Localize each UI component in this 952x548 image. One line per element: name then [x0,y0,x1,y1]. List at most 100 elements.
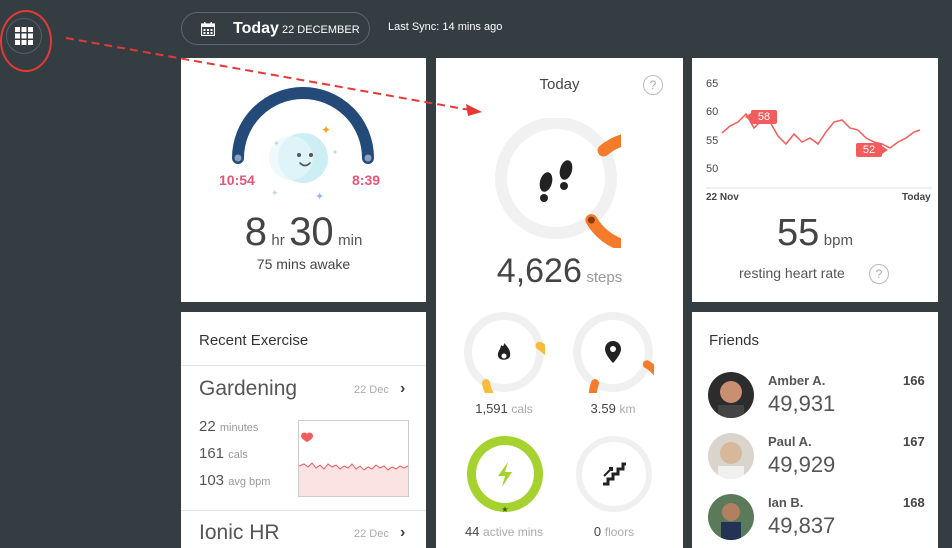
floors-unit: floors [604,525,635,539]
steps-summary: 4,626 steps [436,252,683,291]
heart-icon [301,432,313,442]
friend-row[interactable]: Paul A. 49,929 167 [692,431,938,487]
friend-steps: 49,837 [768,513,836,538]
friend-name: Amber A. [768,373,826,388]
svg-text:✦: ✦ [315,190,324,202]
exercise-title: Recent Exercise [199,332,309,349]
lightning-icon [498,462,512,487]
hr-marker-low [856,143,888,157]
sleep-minutes-unit: min [338,232,363,249]
friend-rank: 167 [903,434,925,449]
steps-value: 4,626 [496,252,582,290]
awake-text: 75 mins awake [256,256,351,272]
hr-x-end: Today [902,192,931,203]
distance-ring[interactable] [572,311,654,393]
hr-marker-high-label: 58 [757,111,771,123]
friend-steps: 49,929 [768,452,836,477]
sleep-card[interactable]: ✦ ✦ ✦ ✦ 10:54 8:39 8 hr 30 min 75 mins a… [181,58,426,302]
exercise-heart-rate-graph [298,420,409,497]
sleep-duration: 8 hr 30 min [181,210,426,255]
distance-value: 3.59 [590,401,616,416]
friend-row[interactable]: Ian B. 49,837 168 [692,492,938,548]
moon-icon: ✦ ✦ ✦ ✦ [269,123,337,202]
calories-ring[interactable] [463,311,545,393]
svg-text:★: ★ [501,505,508,514]
flame-icon [497,343,511,360]
sleep-minutes: 30 [289,210,334,254]
chevron-right-icon[interactable]: › [400,380,406,397]
active-minutes-value: 44 [464,524,480,539]
grid-icon [15,27,33,45]
chevron-right-icon[interactable]: › [400,524,406,541]
exercise-calories-value: 161 [199,445,225,462]
date-selector[interactable]: Today 22 DECEMBER [181,12,370,45]
exercise-bpm-value: 103 [199,472,225,489]
sleep-hours: 8 [244,210,267,254]
exercise-date: 22 Dec [354,528,389,540]
active-minutes-ring[interactable]: ★ [463,432,547,516]
sleep-end-time: 8:39 [352,172,381,188]
exercise-bpm-unit: avg bpm [228,476,271,488]
active-minutes-unit: active mins [483,525,544,539]
floors-ring[interactable] [574,434,654,514]
hr-y-tick-65: 65 [706,78,719,90]
friend-rank: 168 [903,495,925,510]
hr-x-start: 22 Nov [706,192,739,203]
hr-summary: 55 bpm [692,212,938,255]
exercise-item[interactable]: Ionic HR 22 Dec › [181,511,426,548]
svg-text:✦: ✦ [273,139,280,148]
date-sub-label: 22 DECEMBER [282,24,360,36]
svg-text:✦: ✦ [271,189,279,199]
friends-card[interactable]: Friends Amber A. 49,931 166 Paul A. 49,9… [692,312,938,548]
friend-name: Ian B. [768,495,804,510]
calendar-icon [201,22,215,36]
hr-marker-high [745,110,777,124]
footprints-icon [539,160,573,202]
sleep-start-time: 10:54 [219,172,255,188]
calories-unit: cals [511,402,533,416]
highlight-circle [0,10,52,72]
hr-value: 55 [777,212,820,254]
divider [181,510,426,511]
exercise-calories: 161 cals [199,445,248,462]
friends-title: Friends [709,332,760,349]
distance-label: 3.59 km [553,401,673,416]
activity-card[interactable]: Today ? 4,626 steps 1,591 cals [436,58,683,548]
exercise-date: 22 Dec [354,384,389,396]
exercise-minutes: 22 minutes [199,418,258,435]
date-label: Today [233,20,279,37]
recent-exercise-card[interactable]: Recent Exercise Gardening 22 Dec › 22 mi… [181,312,426,548]
app-grid-button[interactable] [6,18,42,54]
friend-row[interactable]: Amber A. 49,931 166 [692,370,938,426]
calories-label: 1,591 cals [444,401,564,416]
exercise-minutes-unit: minutes [219,422,259,434]
calories-value: 1,591 [475,401,508,416]
hr-marker-low-label: 52 [862,144,876,156]
avatar [708,494,754,540]
avatar [708,433,754,479]
stairs-icon [603,462,626,486]
steps-unit: steps [586,269,623,286]
avatar [708,372,754,418]
floors-label: 0 floors [554,524,674,539]
distance-unit: km [619,402,636,416]
active-minutes-label: 44 active mins [444,524,564,539]
activity-title: Today [539,76,580,93]
floors-value: 0 [593,524,602,539]
friend-rank: 166 [903,373,925,388]
friend-steps: 49,931 [768,391,836,416]
friend-name: Paul A. [768,434,812,449]
heart-rate-card[interactable]: 65 60 55 50 58 52 22 Nov Today 55 bpm re… [692,58,938,302]
divider [181,365,426,366]
hr-y-tick-50: 50 [706,163,719,175]
hr-help-icon[interactable]: ? [869,264,889,284]
exercise-item[interactable]: Gardening 22 Dec › 22 minutes 161 cals 1… [181,366,426,510]
hr-y-tick-55: 55 [706,135,719,147]
exercise-name: Gardening [199,377,298,400]
steps-help-icon[interactable]: ? [643,75,663,95]
exercise-name: Ionic HR [199,521,280,544]
last-sync-text: Last Sync: 14 mins ago [388,21,503,33]
hr-y-tick-60: 60 [706,106,719,118]
exercise-calories-unit: cals [228,449,248,461]
hr-label: resting heart rate [739,265,845,281]
